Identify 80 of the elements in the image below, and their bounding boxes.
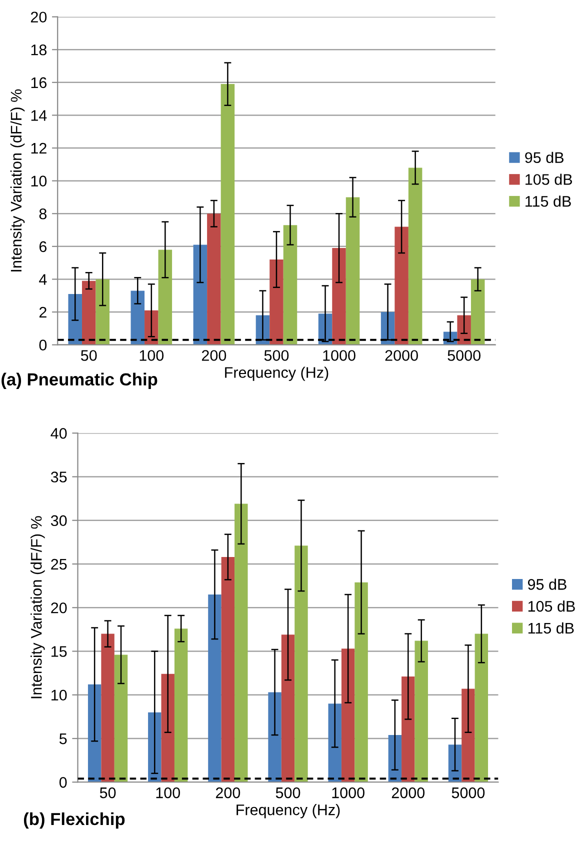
bar bbox=[161, 674, 174, 782]
y-tick-label: 5 bbox=[59, 734, 67, 744]
x-tick-label: 100 bbox=[156, 787, 180, 798]
y-tick-label: 0 bbox=[59, 777, 67, 788]
y-tick-label: 16 bbox=[31, 77, 47, 88]
y-axis-title: Intensity Variation (dF/F) % bbox=[30, 516, 45, 698]
y-tick-label: 12 bbox=[31, 142, 46, 154]
x-tick-label: 1000 bbox=[332, 787, 364, 798]
y-tick-label: 2 bbox=[39, 306, 46, 318]
bar bbox=[470, 279, 485, 345]
y-tick-label: 20 bbox=[30, 12, 47, 23]
x-tick-label: 200 bbox=[202, 350, 226, 361]
bar bbox=[346, 197, 360, 345]
y-tick-label: 6 bbox=[39, 241, 47, 252]
y-tick-label: 0 bbox=[39, 340, 47, 350]
bar bbox=[130, 290, 145, 345]
x-tick-label: 500 bbox=[264, 350, 289, 361]
y-tick-label: 35 bbox=[50, 472, 67, 482]
bar bbox=[68, 294, 82, 345]
bar bbox=[341, 648, 355, 782]
bar bbox=[221, 557, 235, 782]
legend-label: 105 dB bbox=[528, 600, 575, 612]
bar bbox=[408, 168, 422, 345]
bar bbox=[114, 654, 128, 782]
y-tick-label: 4 bbox=[39, 274, 47, 285]
y-tick-label: 40 bbox=[50, 428, 67, 439]
x-tick-label: 5000 bbox=[452, 787, 485, 798]
bar bbox=[270, 260, 284, 345]
x-tick-label: 50 bbox=[100, 787, 116, 798]
bar bbox=[158, 250, 172, 345]
y-tick-label: 18 bbox=[31, 44, 47, 56]
x-tick-label: 100 bbox=[140, 350, 164, 361]
bar bbox=[402, 676, 415, 782]
bar bbox=[207, 214, 221, 345]
x-tick-label: 1000 bbox=[323, 350, 356, 361]
bar bbox=[88, 684, 102, 782]
bar bbox=[82, 280, 96, 345]
text: (b) Flexichip bbox=[24, 812, 125, 829]
bar bbox=[394, 226, 408, 345]
bar bbox=[96, 279, 110, 345]
x-tick-label: 5000 bbox=[448, 350, 480, 361]
bar bbox=[268, 692, 282, 782]
y-tick-label: 15 bbox=[52, 646, 67, 657]
x-tick-label: 500 bbox=[276, 787, 300, 798]
bar bbox=[281, 634, 295, 782]
bar bbox=[294, 546, 308, 782]
legend-label: 95 dB bbox=[525, 152, 564, 164]
bar bbox=[328, 704, 342, 782]
bar bbox=[283, 225, 298, 345]
y-tick-label: 25 bbox=[51, 558, 67, 570]
bar bbox=[234, 504, 248, 782]
y-tick-label: 14 bbox=[31, 110, 47, 121]
legend-label: 115 dB bbox=[528, 622, 574, 634]
x-axis-title: Frequency (Hz) bbox=[236, 804, 340, 818]
bar bbox=[414, 640, 428, 782]
y-axis-title: Intensity Variation (dF/F) % bbox=[10, 89, 25, 272]
bar bbox=[462, 688, 475, 782]
bar bbox=[474, 634, 488, 782]
x-tick-label: 2000 bbox=[392, 787, 425, 798]
legend-label: 115 dB bbox=[526, 196, 571, 207]
bar bbox=[174, 628, 188, 782]
y-tick-label: 20 bbox=[51, 602, 67, 614]
x-tick-label: 2000 bbox=[385, 350, 418, 361]
bar bbox=[193, 244, 208, 345]
y-tick-label: 10 bbox=[52, 690, 67, 701]
bar bbox=[388, 735, 402, 782]
legend-label: 105 dB bbox=[526, 174, 572, 185]
bar bbox=[208, 594, 222, 782]
y-tick-label: 10 bbox=[31, 176, 47, 186]
x-tick-label: 200 bbox=[216, 787, 240, 798]
y-tick-label: 30 bbox=[50, 515, 67, 526]
x-axis-title: Frequency (Hz) bbox=[225, 366, 328, 381]
bar bbox=[354, 582, 368, 782]
bar bbox=[220, 84, 235, 345]
bar bbox=[101, 634, 114, 782]
bar bbox=[332, 248, 346, 345]
y-tick-label: 8 bbox=[39, 208, 47, 220]
legend-label: 95 dB bbox=[528, 578, 566, 590]
text: (a) Pneumatic Chip bbox=[2, 372, 158, 389]
x-tick-label: 50 bbox=[80, 350, 97, 361]
